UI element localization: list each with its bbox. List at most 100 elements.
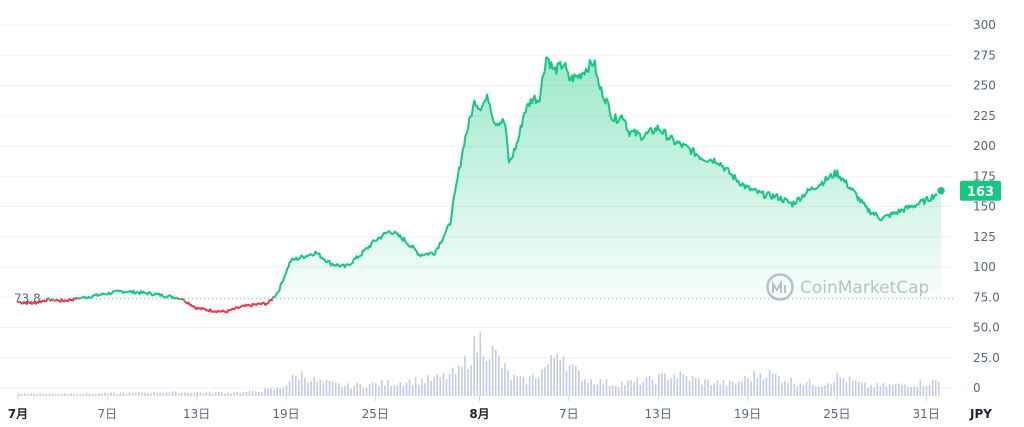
y-tick-label: 300 <box>973 18 996 32</box>
volume-bar <box>313 377 315 396</box>
volume-bar <box>673 374 675 396</box>
volume-bar <box>574 366 577 396</box>
volume-bar <box>633 381 635 396</box>
x-tick-label: 8月 <box>469 407 489 421</box>
volume-bar <box>98 393 100 396</box>
volume-bar <box>30 393 32 396</box>
volume-bar <box>85 392 88 396</box>
volume-bar <box>58 394 60 396</box>
volume-bar <box>848 376 851 396</box>
volume-bar <box>307 382 309 396</box>
volume-bar <box>476 352 478 396</box>
volume-bar <box>122 392 125 396</box>
volume-bar <box>639 385 642 396</box>
volume-bar <box>833 381 835 396</box>
volume-bar <box>719 384 722 396</box>
volume-bar <box>245 392 248 396</box>
volume-bar <box>178 393 180 396</box>
volume-bar <box>482 356 485 396</box>
volume-bar <box>907 387 909 396</box>
volume-bar <box>898 383 900 396</box>
volume-bar <box>399 382 402 396</box>
volume-bar <box>759 373 762 396</box>
volume-bar <box>54 393 57 396</box>
volume-bar <box>627 380 629 396</box>
price-line-up-segment <box>76 296 80 300</box>
volume-bar <box>842 378 845 396</box>
volume-bar <box>925 385 928 396</box>
volume-bar <box>141 393 143 396</box>
volume-bar <box>811 384 814 396</box>
volume-bar <box>418 384 420 396</box>
volume-bar <box>294 375 297 396</box>
volume-bar <box>221 392 223 396</box>
price-line-down-segment <box>53 297 76 303</box>
volume-bar <box>550 355 552 396</box>
volume-bar <box>479 332 482 396</box>
current-price: 163 <box>935 180 1001 201</box>
price-line-up-segment <box>182 298 186 302</box>
volume-bar <box>187 392 189 396</box>
volume-bar <box>731 382 734 396</box>
coinmarketcap-logo-icon <box>766 273 794 301</box>
x-tick-label: 7日 <box>97 407 117 421</box>
volume-bar <box>350 388 352 396</box>
volume-bar <box>701 384 703 396</box>
volume-bar <box>888 384 891 396</box>
volume-bar <box>547 364 549 396</box>
volume-bar <box>374 383 377 396</box>
y-tick-label: 150 <box>973 200 996 214</box>
volume-bar <box>710 385 712 396</box>
volume-bar <box>593 384 595 396</box>
volume-bar <box>501 367 503 396</box>
volume-bar <box>82 393 85 396</box>
volume-bar <box>507 370 509 396</box>
x-tick-label: 25日 <box>823 407 850 421</box>
x-tick-label: 31日 <box>913 407 940 421</box>
volume-bar <box>611 385 614 396</box>
volume-bar <box>839 377 842 396</box>
volume-bar <box>916 386 919 396</box>
y-tick-label: 225 <box>973 109 996 123</box>
volume-bar <box>685 376 688 396</box>
volume-bar <box>642 381 645 396</box>
volume-bar <box>830 384 832 396</box>
volume-bar <box>322 382 325 396</box>
volume-bar <box>411 385 414 396</box>
volume-bar <box>356 382 358 396</box>
volume-bar <box>405 382 408 396</box>
volume-bar <box>596 385 599 396</box>
volume-bar <box>214 392 217 396</box>
volume-bar <box>116 393 118 396</box>
volume-bar <box>498 356 500 396</box>
volume-bar <box>938 381 940 396</box>
volume-bar <box>774 373 777 396</box>
volume-bar <box>738 381 740 396</box>
volume-bar <box>362 387 365 396</box>
coinmarketcap-logo-mark-icon <box>772 279 786 293</box>
volume-bar <box>636 378 639 396</box>
volume-bar <box>867 387 869 396</box>
volume-bar <box>104 392 106 396</box>
volume-bar <box>698 378 700 396</box>
volume-bar <box>571 364 574 396</box>
volume-bar <box>845 382 848 396</box>
volume-bar <box>436 374 438 396</box>
volume-bar <box>485 361 488 396</box>
volume-bar <box>67 394 69 396</box>
volume-bar <box>193 392 195 396</box>
volume-bar <box>285 385 288 396</box>
volume-bar <box>882 383 885 396</box>
volume-bar <box>205 392 208 396</box>
volume-bar <box>605 379 608 396</box>
volume-bar <box>578 370 580 396</box>
y-tick-label: 250 <box>973 79 996 93</box>
volume-bar <box>301 371 303 396</box>
volume-bar <box>654 383 657 396</box>
volume-bar <box>233 392 235 396</box>
volume-bar <box>827 383 829 396</box>
volume-bar <box>796 386 799 396</box>
volume-bar <box>451 367 454 396</box>
